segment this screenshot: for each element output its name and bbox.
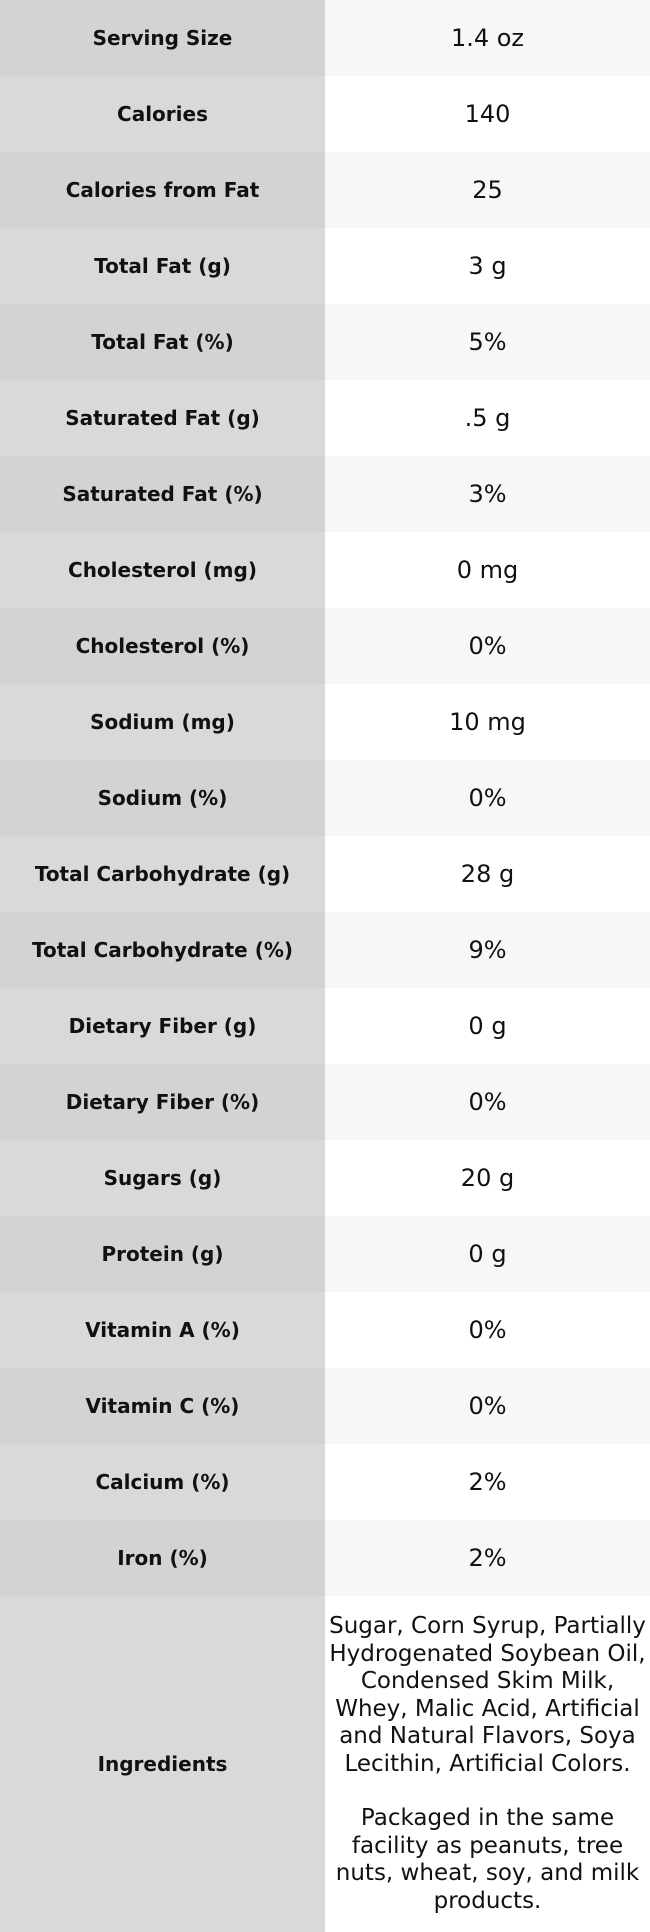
table-row: Cholesterol (%) 0% (0, 608, 650, 684)
row-value: 3% (325, 456, 650, 532)
row-label: Dietary Fiber (g) (0, 988, 325, 1064)
table-row: Total Fat (%) 5% (0, 304, 650, 380)
row-label: Dietary Fiber (%) (0, 1064, 325, 1140)
row-label: Ingredients (0, 1596, 325, 1932)
row-value: 0% (325, 1064, 650, 1140)
row-value: 0 g (325, 1216, 650, 1292)
table-row: Total Fat (g) 3 g (0, 228, 650, 304)
ingredients-paragraph: Sugar, Corn Syrup, Partially Hydrogenate… (329, 1613, 646, 1777)
row-label: Vitamin A (%) (0, 1292, 325, 1368)
table-row: Sodium (%) 0% (0, 760, 650, 836)
table-row: Cholesterol (mg) 0 mg (0, 532, 650, 608)
row-label: Total Carbohydrate (g) (0, 836, 325, 912)
row-label: Total Fat (%) (0, 304, 325, 380)
row-value: 2% (325, 1520, 650, 1596)
row-value: 0 g (325, 988, 650, 1064)
row-value: 0% (325, 1368, 650, 1444)
table-row: Calories 140 (0, 76, 650, 152)
ingredients-row: Ingredients Sugar, Corn Syrup, Partially … (0, 1596, 650, 1932)
row-value: 25 (325, 152, 650, 228)
row-label: Saturated Fat (%) (0, 456, 325, 532)
table-row: Iron (%) 2% (0, 1520, 650, 1596)
row-label: Sodium (%) (0, 760, 325, 836)
table-row: Dietary Fiber (g) 0 g (0, 988, 650, 1064)
row-value: .5 g (325, 380, 650, 456)
row-label: Vitamin C (%) (0, 1368, 325, 1444)
row-value: 0 mg (325, 532, 650, 608)
table-row: Sugars (g) 20 g (0, 1140, 650, 1216)
row-value: 0% (325, 760, 650, 836)
table-row: Vitamin A (%) 0% (0, 1292, 650, 1368)
table-row: Total Carbohydrate (g) 28 g (0, 836, 650, 912)
row-value: 2% (325, 1444, 650, 1520)
row-value: 28 g (325, 836, 650, 912)
row-value: 140 (325, 76, 650, 152)
row-value: 0% (325, 1292, 650, 1368)
row-value: 0% (325, 608, 650, 684)
table-row: Saturated Fat (%) 3% (0, 456, 650, 532)
row-label: Serving Size (0, 0, 325, 76)
table-row: Vitamin C (%) 0% (0, 1368, 650, 1444)
row-label: Saturated Fat (g) (0, 380, 325, 456)
table-row: Total Carbohydrate (%) 9% (0, 912, 650, 988)
row-value: 5% (325, 304, 650, 380)
table-row: Calcium (%) 2% (0, 1444, 650, 1520)
row-label: Total Fat (g) (0, 228, 325, 304)
row-value: 3 g (325, 228, 650, 304)
row-label: Sodium (mg) (0, 684, 325, 760)
row-label: Iron (%) (0, 1520, 325, 1596)
row-label: Calories (0, 76, 325, 152)
table-row: Dietary Fiber (%) 0% (0, 1064, 650, 1140)
table-row: Protein (g) 0 g (0, 1216, 650, 1292)
table-row: Calories from Fat 25 (0, 152, 650, 228)
ingredients-paragraph: Packaged in the same facility as peanuts… (335, 1805, 640, 1914)
row-value: 10 mg (325, 684, 650, 760)
table-row: Saturated Fat (g) .5 g (0, 380, 650, 456)
ingredients-value: Sugar, Corn Syrup, Partially Hydrogenate… (325, 1596, 650, 1932)
table-row: Sodium (mg) 10 mg (0, 684, 650, 760)
row-label: Calcium (%) (0, 1444, 325, 1520)
row-label: Cholesterol (mg) (0, 532, 325, 608)
row-value: 9% (325, 912, 650, 988)
row-label: Cholesterol (%) (0, 608, 325, 684)
row-label: Sugars (g) (0, 1140, 325, 1216)
row-label: Total Carbohydrate (%) (0, 912, 325, 988)
row-value: 1.4 oz (325, 0, 650, 76)
row-value: 20 g (325, 1140, 650, 1216)
table-row: Serving Size 1.4 oz (0, 0, 650, 76)
row-label: Protein (g) (0, 1216, 325, 1292)
row-label: Calories from Fat (0, 152, 325, 228)
